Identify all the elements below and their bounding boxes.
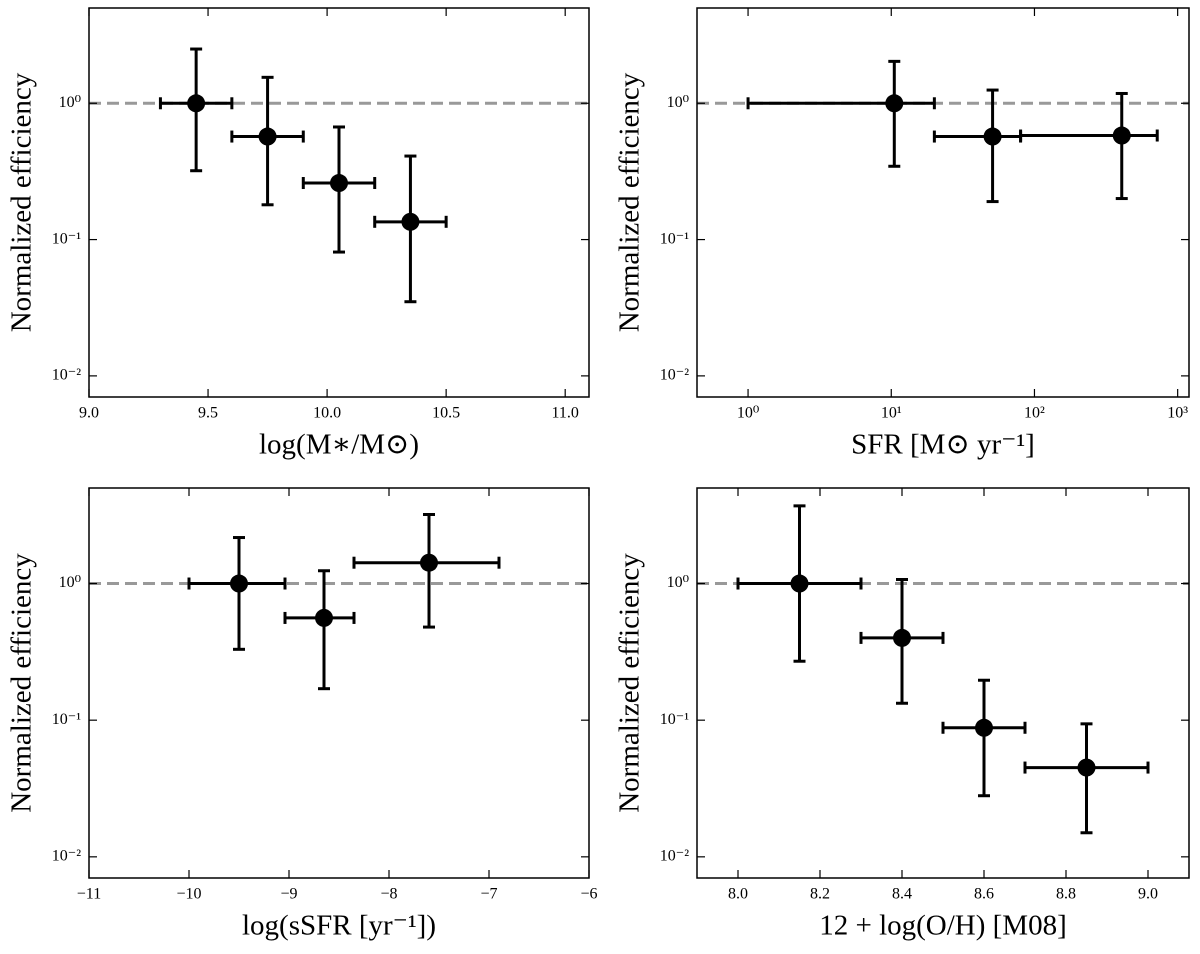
x-axis-label: 12 + log(O/H) [M08] [819,910,1067,942]
marker [1112,126,1131,145]
panel: 9.0 9.5 10.0 10.5 11.0 10⁻² 10⁻¹ 10⁰ log(M∗/M⊙) N… [6,7,590,461]
x-tick-label: 10⁰ [737,405,759,422]
marker [893,628,911,647]
plot-frame [88,7,590,398]
marker [983,127,1002,146]
marker [790,574,809,593]
y-axis-label: Normalized efficiency [614,553,646,813]
y-tick-label: 10⁻¹ [52,711,81,728]
x-tick-label: 8.8 [1056,886,1076,903]
x-tick-label: −10 [176,886,201,903]
x-tick-label: 8.6 [974,886,994,903]
x-tick-label: 8.4 [892,886,912,903]
y-tick-label: 10⁻¹ [660,711,689,728]
y-axis-label: Normalized efficiency [6,553,38,813]
marker [885,94,904,113]
x-tick-label: 8.0 [728,886,748,903]
y-tick-label: 10⁻¹ [52,230,81,247]
marker [258,127,277,146]
y-tick-label: 10⁰ [667,94,689,111]
y-tick-label: 10⁰ [667,574,689,591]
plot-frame [88,487,590,879]
marker [187,94,206,113]
x-tick-label: −7 [480,886,497,903]
panel: 10⁰ 10¹ 10² 10³ 10⁻² 10⁻¹ 10⁰ SFR [M⊙ yr⁻¹] Norm… [614,7,1190,461]
marker [420,553,438,572]
y-tick-label: 10⁻² [660,367,689,384]
x-tick-label: −6 [580,886,597,903]
x-tick-label: 10.5 [432,405,460,422]
marker [315,608,333,627]
plot-frame [696,7,1190,398]
y-tick-label: 10⁰ [59,94,81,111]
panel: −11 −10 −9 −8 −7 −6 10⁻² 10⁻¹ 10⁰ log(sSFR [yr⁻¹]… [6,487,598,942]
x-tick-label: −8 [380,886,397,903]
marker [330,174,348,193]
x-tick-label: 11.0 [551,405,578,422]
panel: 8.0 8.2 8.4 8.6 8.8 9.0 10⁻² 10⁻¹ 10⁰ 12 + log(O/… [614,487,1190,942]
x-axis-label: SFR [M⊙ yr⁻¹] [851,429,1035,461]
y-tick-label: 10⁻² [52,848,81,865]
x-tick-label: 10² [1024,405,1045,422]
marker [1077,758,1096,777]
x-tick-label: −11 [77,886,101,903]
y-tick-label: 10⁻² [52,367,81,384]
x-tick-label: −9 [280,886,297,903]
marker [401,212,420,231]
y-tick-label: 10⁻¹ [660,230,689,247]
y-axis-label: Normalized efficiency [614,72,646,332]
x-tick-label: 10.0 [313,405,341,422]
plot-frame [696,487,1190,879]
x-tick-label: 8.2 [810,886,830,903]
y-tick-label: 10⁻² [660,848,689,865]
x-tick-label: 9.5 [198,405,218,422]
x-tick-label: 9.0 [1138,886,1158,903]
x-axis-label: log(M∗/M⊙) [259,429,419,461]
y-axis-label: Normalized efficiency [6,72,38,332]
x-tick-label: 9.0 [79,405,99,422]
marker [230,574,248,593]
marker [975,718,993,737]
x-axis-label: log(sSFR [yr⁻¹]) [242,910,436,942]
x-tick-label: 10¹ [881,405,902,422]
x-tick-label: 10³ [1167,405,1188,422]
y-tick-label: 10⁰ [59,574,81,591]
